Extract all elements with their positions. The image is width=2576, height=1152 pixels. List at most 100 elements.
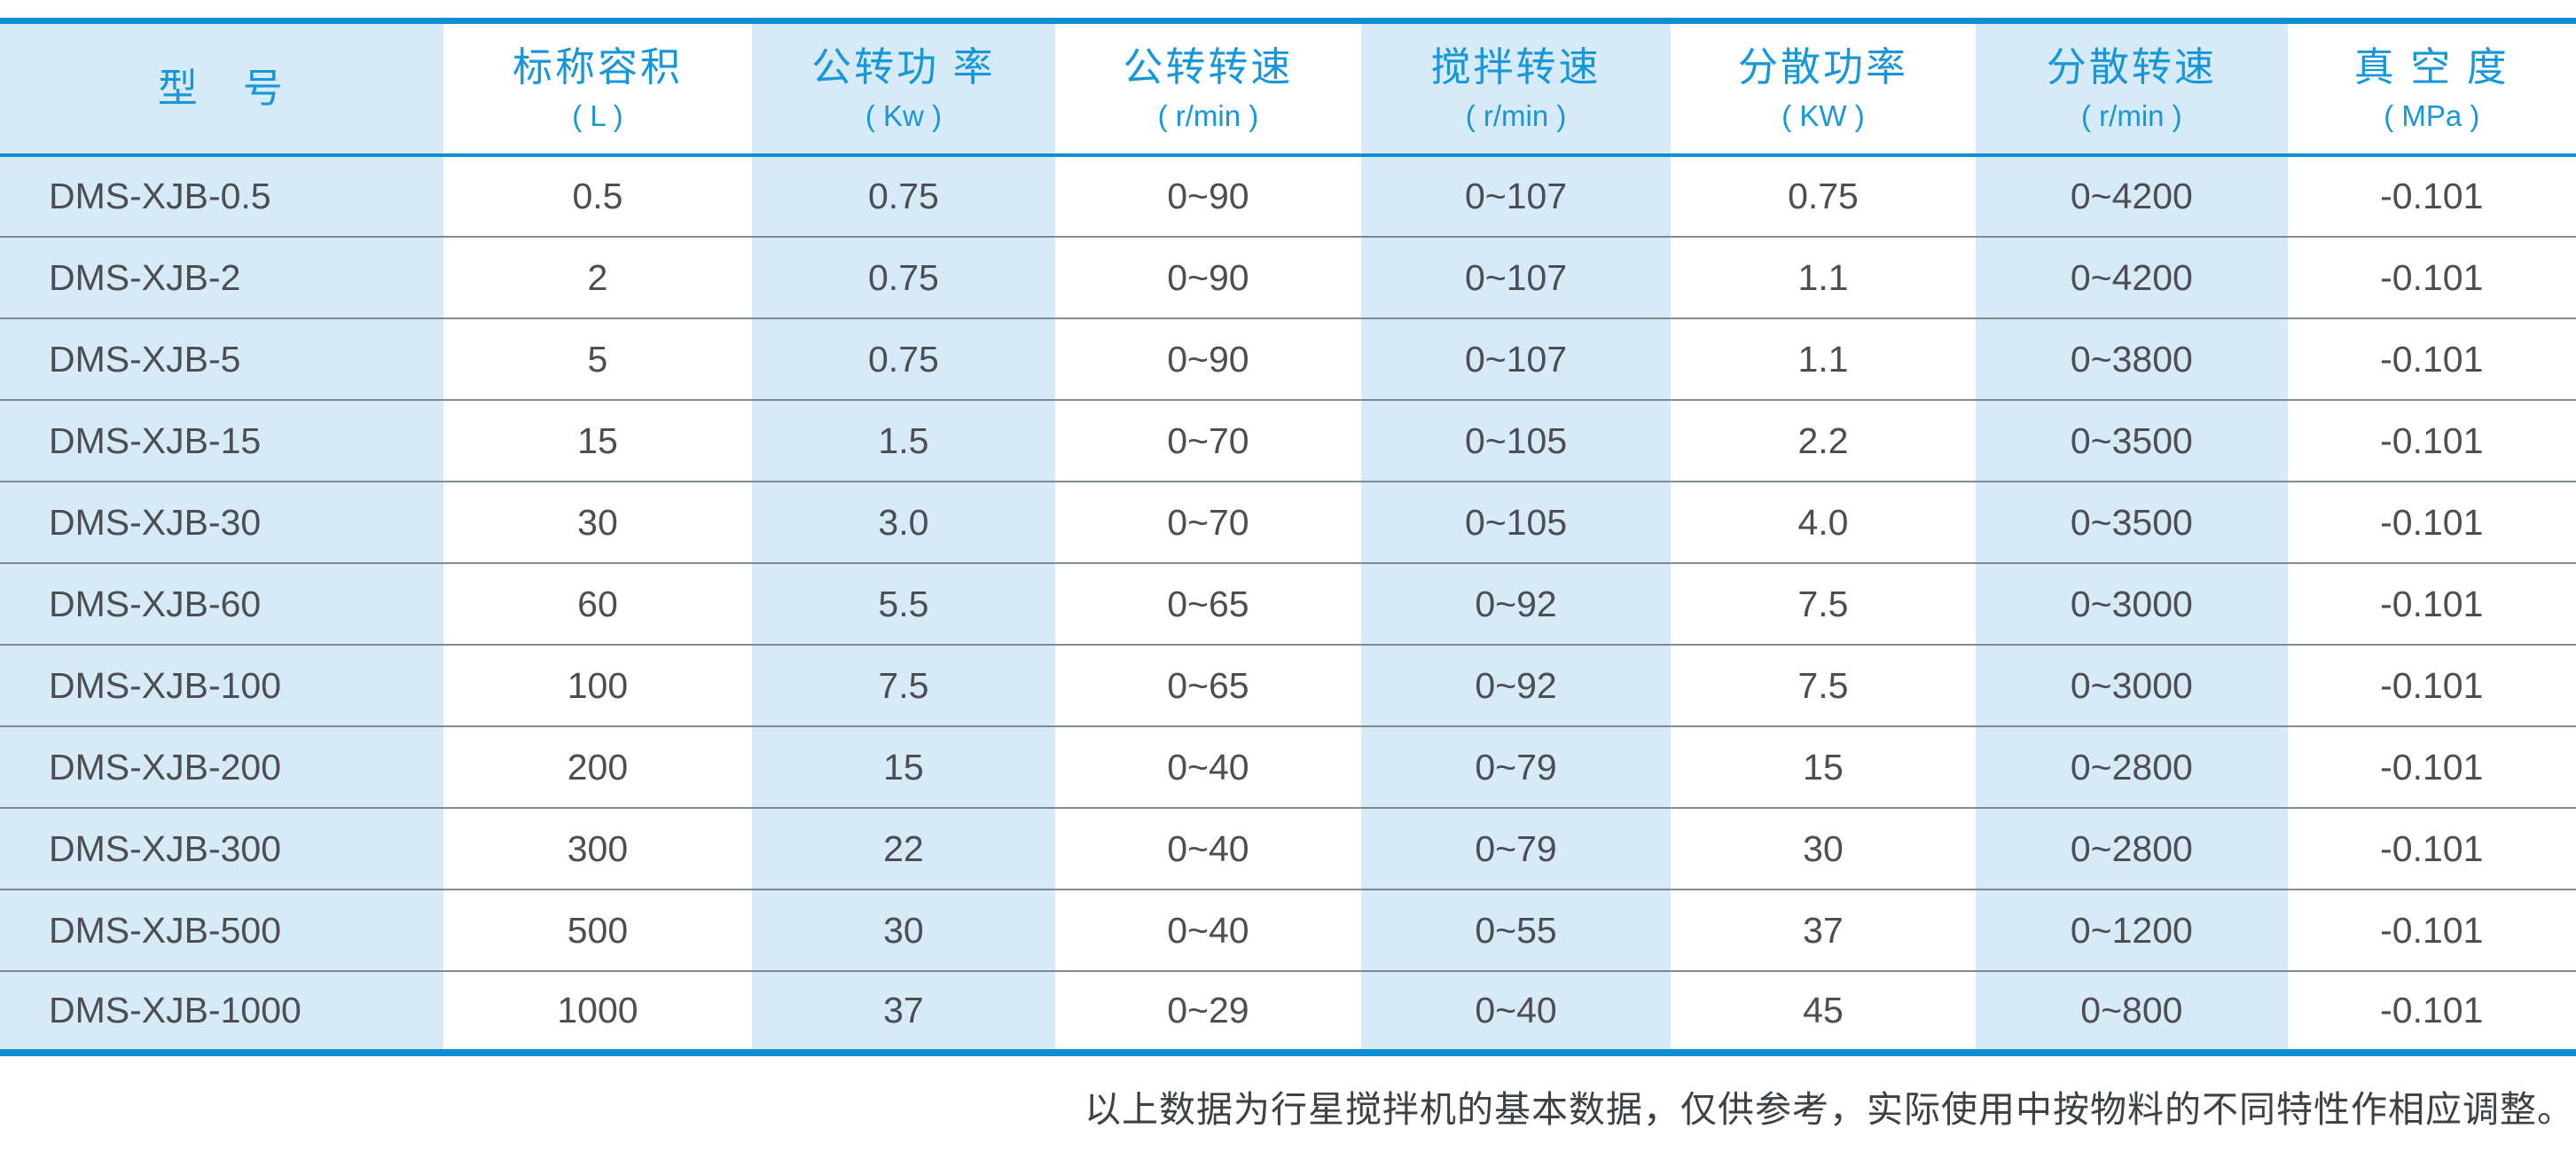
cell-value: 0~107 <box>1361 236 1671 318</box>
cell-value: 0.75 <box>752 317 1055 400</box>
cell-value: 0~92 <box>1361 562 1671 645</box>
cell-value: 0~79 <box>1361 725 1671 808</box>
cell-value: 0~90 <box>1054 317 1362 400</box>
cell-value: 0.75 <box>752 155 1055 237</box>
cell-model: DMS-XJB-300 <box>0 807 443 889</box>
cell-value: 1.1 <box>1670 236 1977 318</box>
cell-value: 500 <box>442 889 753 971</box>
table-row: DMS-XJB-200 200 15 0~40 0~79 15 0~2800 -0.101 <box>0 725 2576 808</box>
cell-value: 0~65 <box>1054 562 1362 645</box>
cell-value: 0~3800 <box>1976 317 2288 400</box>
cell-value: 1.1 <box>1670 317 1977 400</box>
column-header-nominal-volume: 标称容积 ( L ) <box>442 20 753 157</box>
cell-value: 0~3000 <box>1976 644 2288 726</box>
cell-value: 0~105 <box>1361 481 1671 563</box>
cell-value: 0~1200 <box>1976 889 2288 971</box>
table-row: DMS-XJB-5 5 0.75 0~90 0~107 1.1 0~3800 -0.101 <box>0 317 2576 400</box>
cell-value: -0.101 <box>2287 399 2576 482</box>
cell-value: 0~3000 <box>1976 562 2288 645</box>
column-header-model: 型 号 <box>0 20 443 157</box>
cell-value: 37 <box>1670 889 1977 971</box>
cell-value: 7.5 <box>752 644 1055 726</box>
spec-table: 型 号 标称容积 ( L ) 公转功 率 ( Kw ) 公转转速( r/min ) 搅拌转速… <box>0 18 2576 1056</box>
cell-value: 30 <box>1670 807 1977 889</box>
cell-value: -0.101 <box>2287 970 2576 1053</box>
column-header-label: 型 号 <box>157 66 286 111</box>
table-row: DMS-XJB-30 30 3.0 0~70 0~105 4.0 0~3500 -0.101 <box>0 481 2576 563</box>
cell-value: 0~65 <box>1054 644 1362 726</box>
column-header-label: 公转功 率 <box>811 44 996 90</box>
column-header-revolution-power: 公转功 率 ( Kw ) <box>752 20 1055 157</box>
cell-model: DMS-XJB-60 <box>0 562 443 645</box>
column-header-unit: ( Kw ) <box>865 99 942 132</box>
cell-value: 3.0 <box>752 481 1055 563</box>
cell-value: 4.0 <box>1670 481 1977 563</box>
cell-value: 0~90 <box>1167 176 1249 216</box>
table-row: DMS-XJB-100 100 7.5 0~65 0~92 7.5 0~3000 -0.101 <box>0 644 2576 726</box>
cell-value: 0~90 <box>1054 236 1362 318</box>
column-header-unit: ( MPa ) <box>2384 99 2480 132</box>
cell-value: 0~800 <box>1976 970 2288 1053</box>
cell-value: 37 <box>752 970 1055 1053</box>
cell-value: 2 <box>442 236 753 318</box>
cell-value: 0~3500 <box>1976 399 2288 482</box>
cell-value: 5 <box>442 317 753 400</box>
cell-model: DMS-XJB-2 <box>0 236 443 318</box>
cell-value: 0~40 <box>1054 807 1362 889</box>
cell-value: -0.101 <box>2287 889 2576 971</box>
cell-value: 0.75 <box>752 236 1055 318</box>
table-row: DMS-XJB-1000 1000 37 0~29 0~40 45 0~800 -0.101 <box>0 970 2576 1053</box>
column-header-label: 标称容积 <box>512 44 683 90</box>
cell-value: -0.101 <box>2287 725 2576 808</box>
cell-value: 0~3500 <box>1976 481 2288 563</box>
cell-value: 0~107 <box>1361 317 1671 400</box>
table-row: DMS-XJB-2 2 0.75 0~90 0~107 1.1 0~4200 -0.101 <box>0 236 2576 318</box>
cell-value: 7.5 <box>1670 562 1977 645</box>
cell-value: 15 <box>442 399 753 482</box>
cell-value: 22 <box>752 807 1055 889</box>
cell-value: -0.101 <box>2287 807 2576 889</box>
cell-value: 300 <box>442 807 753 889</box>
cell-model: DMS-XJB-200 <box>0 725 443 808</box>
cell-value: 0~4200 <box>1976 236 2288 318</box>
cell-model: DMS-XJB-1000 <box>0 970 443 1053</box>
cell-value: 0~79 <box>1361 807 1671 889</box>
column-header-label: 分散功率 <box>1737 44 1908 90</box>
cell-value: -0.101 <box>2287 236 2576 318</box>
cell-value: -0.101 <box>2380 176 2484 216</box>
cell-value: -0.101 <box>2287 317 2576 400</box>
table-row: DMS-XJB-15 15 1.5 0~70 0~105 2.2 0~3500 -0.101 <box>0 399 2576 482</box>
cell-value: 0~40 <box>1054 889 1362 971</box>
cell-model: DMS-XJB-30 <box>0 481 443 563</box>
cell-value: 60 <box>442 562 753 645</box>
cell-value: 45 <box>1670 970 1977 1053</box>
cell-value: 1.5 <box>752 399 1055 482</box>
column-header-label: 真 空 度 <box>2353 44 2509 90</box>
column-header-unit: ( r/min ) <box>2081 99 2182 132</box>
cell-value: 5.5 <box>752 562 1055 645</box>
column-header-unit: ( r/min ) <box>1465 99 1567 132</box>
cell-value: 0~2800 <box>1976 807 2288 889</box>
cell-value: -0.101 <box>2287 644 2576 726</box>
table-header-row: 型 号 标称容积 ( L ) 公转功 率 ( Kw ) 公转转速( r/min ) 搅拌转速… <box>0 20 2576 157</box>
column-header-unit: ( L ) <box>572 99 623 132</box>
cell-value: 7.5 <box>1670 644 1977 726</box>
table-row: DMS-XJB-300 300 22 0~40 0~79 30 0~2800 -0.101 <box>0 807 2576 889</box>
cell-value: 30 <box>752 889 1055 971</box>
table-row: DMS-XJB-0.5 0.5 0.75 0~90 0~107 0.75 0~4200 -0.… <box>0 155 2576 237</box>
column-header-dispersing-speed: 分散转速 ( r/min ) <box>1976 20 2288 157</box>
cell-value: 100 <box>442 644 753 726</box>
column-header-revolution-speed: 公转转速 ( r/min ) <box>1054 20 1362 157</box>
cell-value: -0.101 <box>2287 562 2576 645</box>
cell-value: 0~29 <box>1054 970 1362 1053</box>
cell-value: 0~55 <box>1361 889 1671 971</box>
cell-model: DMS-XJB-15 <box>0 399 443 482</box>
table-row: DMS-XJB-60 60 5.5 0~65 0~92 7.5 0~3000 -0.101 <box>0 562 2576 645</box>
column-header-label: 搅拌转速 <box>1430 44 1601 90</box>
cell-model: DMS-XJB-0.5 <box>0 155 443 237</box>
column-header-label: 分散转速 <box>2046 44 2217 90</box>
cell-value: 0.5 <box>572 176 623 216</box>
cell-value: 0~70 <box>1054 481 1362 563</box>
cell-model: DMS-XJB-5 <box>0 317 443 400</box>
column-header-unit: ( r/min ) <box>1157 99 1259 132</box>
